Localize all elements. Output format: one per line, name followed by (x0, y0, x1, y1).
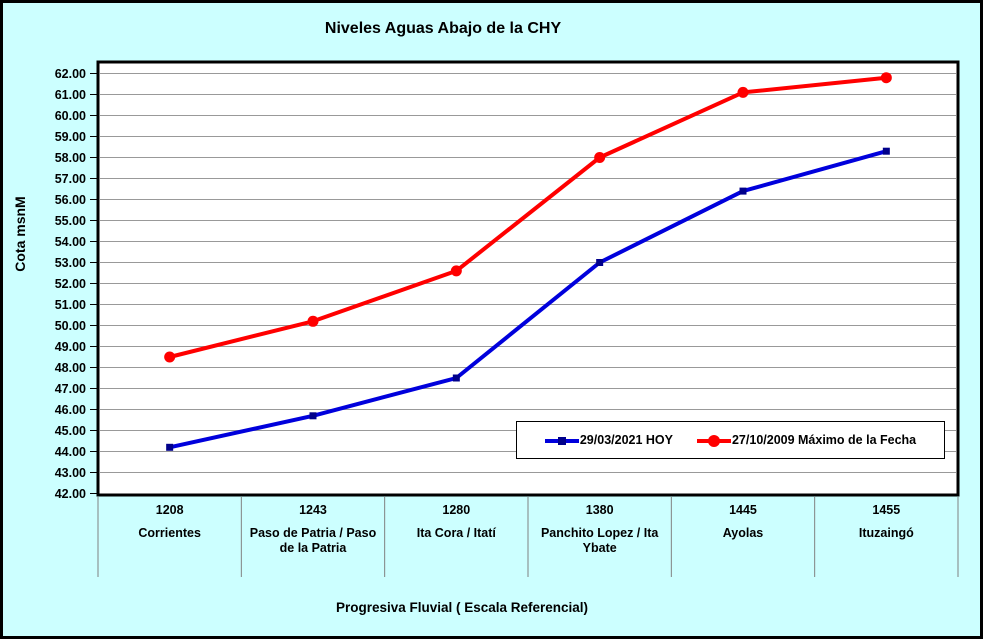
data-point-series1 (737, 86, 749, 98)
data-point-series0 (596, 259, 604, 266)
data-point-series1 (164, 351, 176, 363)
data-point-series0 (452, 374, 460, 382)
legend: 29/03/2021 HOY 27/10/2009 Máximo de la F… (516, 421, 945, 459)
legend-circle-marker-icon (707, 434, 720, 447)
data-point-series1 (594, 152, 606, 163)
legend-label-hoy: 29/03/2021 HOY (579, 433, 673, 447)
legend-item-maximo: 27/10/2009 Máximo de la Fecha (696, 433, 917, 447)
legend-square-marker-icon (557, 436, 566, 445)
plot-area (90, 60, 960, 577)
x-axis-title: Progresiva Fluvial ( Escala Referencial) (335, 600, 589, 615)
legend-line-sample-red (696, 434, 731, 447)
plot-border (96, 60, 960, 497)
data-point-series0 (309, 412, 317, 420)
legend-line-sample-blue (544, 434, 579, 447)
data-point-series1 (880, 72, 892, 84)
data-point-series1 (307, 315, 319, 327)
series-line-1 (167, 75, 889, 359)
legend-item-hoy: 29/03/2021 HOY (544, 433, 673, 447)
legend-label-maximo: 27/10/2009 Máximo de la Fecha (731, 433, 917, 447)
data-point-series0 (882, 147, 890, 155)
series-line-0 (167, 149, 889, 450)
chart-title: Niveles Aguas Abajo de la CHY (324, 20, 562, 37)
data-point-series0 (739, 187, 747, 195)
data-point-series0 (166, 443, 174, 451)
data-point-series1 (450, 265, 462, 277)
